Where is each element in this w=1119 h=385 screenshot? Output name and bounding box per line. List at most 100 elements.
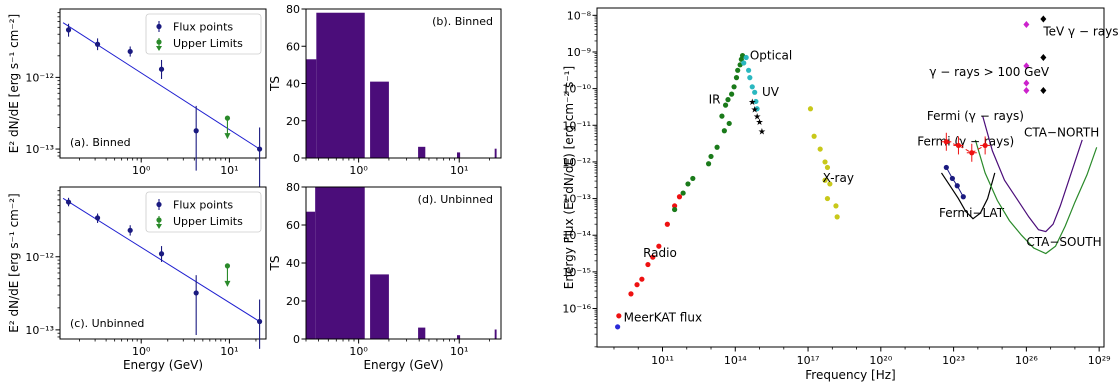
y-tick-label: 40 xyxy=(286,78,300,91)
flux-point xyxy=(257,146,263,152)
star-point: ★ xyxy=(753,113,761,123)
data-point xyxy=(741,60,747,66)
star-point: ★ xyxy=(748,98,756,108)
flux-point xyxy=(158,251,165,257)
x-tick-label: 10⁰ xyxy=(349,164,368,177)
x-tick-label: 10⁰ xyxy=(132,345,151,358)
y-tick-label: 60 xyxy=(286,40,300,53)
data-point xyxy=(955,142,962,149)
data-point xyxy=(982,142,988,149)
legend-flux-marker xyxy=(156,23,162,30)
data-point xyxy=(685,181,691,187)
data-point xyxy=(690,175,696,182)
data-point xyxy=(817,146,823,152)
legend-ul-marker xyxy=(156,39,162,45)
ts-bar xyxy=(316,12,365,158)
data-point xyxy=(811,133,817,139)
y-tick-label: 10⁻¹⁵ xyxy=(562,266,591,279)
y-tick-label: 0 xyxy=(293,152,300,165)
flux-point xyxy=(193,128,199,134)
y-axis-label: TS xyxy=(268,76,282,92)
legend-flux-label: Flux points xyxy=(173,21,233,34)
x-axis-label: Energy (GeV) xyxy=(123,358,203,372)
y-tick-label: 20 xyxy=(286,115,300,128)
flux-point xyxy=(65,27,72,33)
x-tick-label: 10⁰ xyxy=(349,345,368,358)
y-tick-label: 10⁻¹⁶ xyxy=(562,303,591,316)
series-label: γ − rays > 100 GeV xyxy=(929,65,1050,79)
y-tick-label: 0 xyxy=(293,333,300,346)
diamond-point xyxy=(1040,53,1047,61)
diamond-point xyxy=(1040,86,1047,94)
series-label: MeerKAT flux xyxy=(624,310,702,324)
data-point xyxy=(726,120,732,127)
data-point xyxy=(676,194,683,200)
y-tick-label: 60 xyxy=(286,219,300,232)
data-point xyxy=(615,324,621,330)
curve-label: Fermi−LAT xyxy=(939,206,1005,220)
fermi-red-dashed-line xyxy=(946,141,986,154)
curve-label: CTA−SOUTH xyxy=(1026,235,1101,249)
y-tick-label: 10⁻¹³ xyxy=(562,193,591,206)
diamond-point xyxy=(1023,20,1030,28)
sed-plot-frame xyxy=(59,186,267,340)
ts-bar xyxy=(306,211,316,339)
diamond-point xyxy=(1023,86,1030,94)
ts-bar xyxy=(418,327,426,339)
upper-limit-arrow xyxy=(224,280,231,287)
data-point xyxy=(834,214,840,220)
data-point xyxy=(719,113,725,119)
flux-point xyxy=(65,199,72,205)
data-point xyxy=(672,206,678,213)
ts-bar xyxy=(457,152,461,158)
data-point xyxy=(656,243,662,249)
legend-ul-marker xyxy=(156,217,162,223)
series-label: UV xyxy=(762,85,780,99)
data-point xyxy=(749,84,755,90)
legend-box xyxy=(145,191,262,233)
panel-label: (b). Binned xyxy=(432,15,493,28)
data-point xyxy=(822,159,828,165)
y-tick-label: 10⁻¹² xyxy=(25,71,54,84)
data-point xyxy=(822,177,828,183)
data-point xyxy=(733,75,740,81)
ts-bar xyxy=(370,274,389,339)
data-point xyxy=(949,175,955,182)
data-point xyxy=(743,54,749,61)
y-tick-label: 10⁻¹² xyxy=(562,156,591,169)
flux-point xyxy=(127,48,133,55)
legend-ul-label: Upper Limits xyxy=(173,215,243,228)
diamond-point xyxy=(1040,15,1047,23)
data-point xyxy=(943,139,949,145)
y-tick-label: 10⁻⁸ xyxy=(567,9,592,22)
data-point xyxy=(628,291,634,297)
data-point xyxy=(754,106,760,112)
data-point xyxy=(747,75,753,81)
sensitivity-curve xyxy=(982,115,1083,233)
series-label: TeV γ − rays xyxy=(1042,24,1118,38)
upper-limit-point xyxy=(224,115,231,121)
data-point xyxy=(721,128,727,134)
data-point xyxy=(954,183,960,189)
series-label: Fermi (γ − rays) xyxy=(917,134,1014,148)
data-point xyxy=(708,153,714,160)
data-point xyxy=(616,313,622,319)
curve-label: CTA−NORTH xyxy=(1024,125,1099,139)
star-point: ★ xyxy=(755,118,763,128)
ts-bar xyxy=(457,335,461,339)
x-axis-label: Frequency [Hz] xyxy=(805,368,896,382)
series-label: Optical xyxy=(750,48,792,62)
data-point xyxy=(639,276,645,282)
ts-bar xyxy=(306,59,317,158)
data-point xyxy=(752,89,758,95)
y-tick-label: 10⁻¹³ xyxy=(25,143,54,156)
data-point xyxy=(731,84,737,90)
y-tick-label: 20 xyxy=(286,295,300,308)
data-point xyxy=(943,164,949,171)
y-tick-label: 40 xyxy=(286,257,300,270)
y-tick-label: 10⁻¹⁰ xyxy=(562,83,591,96)
upper-limit-point xyxy=(224,263,231,269)
x-axis-label: Energy (GeV) xyxy=(363,358,443,372)
data-point xyxy=(753,98,759,105)
flux-point xyxy=(257,318,263,325)
